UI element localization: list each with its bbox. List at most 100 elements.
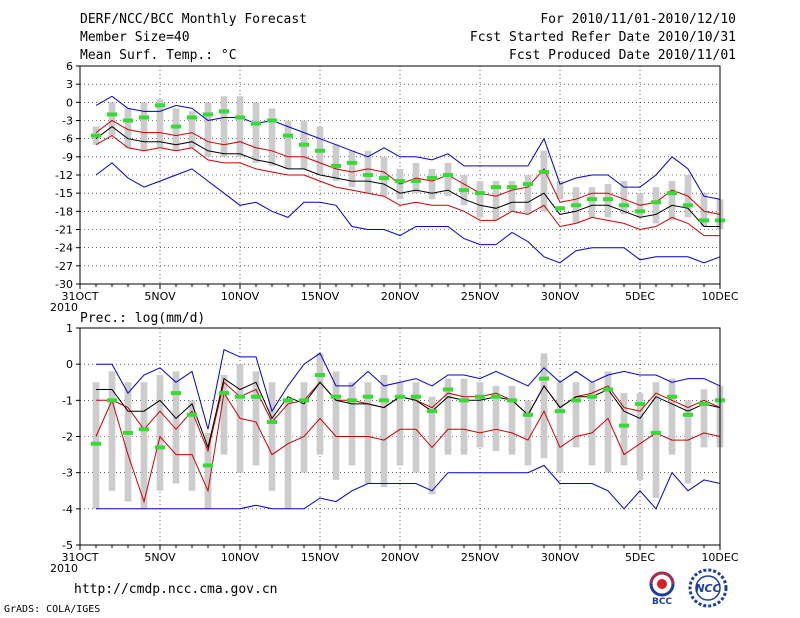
ensemble-box: [572, 382, 580, 448]
ensemble-box: [668, 378, 676, 455]
ensemble-box: [508, 385, 516, 455]
ensemble-box: [524, 400, 532, 466]
ensemble-box: [252, 371, 260, 466]
series-line-lower: [95, 135, 720, 237]
mean-marker: [331, 163, 341, 168]
ensemble-box: [508, 181, 516, 212]
ensemble-box: [268, 382, 276, 491]
mean-marker: [315, 148, 325, 153]
ensemble-box: [428, 396, 436, 495]
footer-url[interactable]: http://cmdp.ncc.cma.gov.cn: [74, 582, 278, 597]
mean-marker: [171, 391, 181, 396]
mean-marker: [379, 398, 389, 403]
mean-marker: [219, 391, 229, 396]
ensemble-box: [236, 96, 244, 157]
mean-marker: [683, 412, 693, 417]
ensemble-box: [604, 371, 612, 473]
mean-marker: [475, 191, 485, 196]
mean-marker: [683, 203, 693, 208]
mean-marker: [491, 394, 501, 399]
variable-label: Mean Surf. Temp.: °C: [80, 48, 237, 63]
mean-marker: [571, 203, 581, 208]
mean-marker: [299, 142, 309, 147]
ensemble-box: [188, 400, 196, 491]
mean-marker: [699, 218, 709, 223]
y-tick-label: 0: [66, 358, 73, 371]
mean-marker: [395, 394, 405, 399]
ensemble-box: [652, 187, 660, 224]
mean-marker: [347, 160, 357, 165]
mean-marker: [491, 185, 501, 190]
x-tick-label: 20NOV: [381, 551, 420, 564]
panel-title: Prec.: log(mm/d): [80, 311, 205, 326]
y-tick-label: -6: [62, 133, 73, 146]
mean-marker: [459, 188, 469, 193]
ensemble-box: [588, 187, 596, 218]
x-tick-label: 5DEC: [625, 551, 655, 564]
mean-marker: [667, 394, 677, 399]
mean-marker: [539, 376, 549, 381]
mean-marker: [155, 445, 165, 450]
mean-marker: [203, 112, 213, 117]
bcc-logo-text: BCC: [652, 597, 672, 606]
y-tick-label: -3: [62, 115, 73, 128]
ensemble-box: [140, 382, 148, 509]
x-tick-label: 15NOV: [301, 551, 340, 564]
x-tick-label: 30NOV: [541, 551, 580, 564]
ensemble-box: [300, 382, 308, 473]
mean-marker: [603, 197, 613, 202]
ensemble-box: [444, 162, 452, 197]
ensemble-box: [700, 389, 708, 448]
ensemble-box: [140, 102, 148, 151]
mean-marker: [187, 115, 197, 120]
ncc-logo-text: NCC: [695, 582, 720, 595]
y-tick-label: -2: [62, 431, 73, 444]
ensemble-box: [668, 181, 676, 221]
ensemble-box: [476, 382, 484, 448]
mean-marker: [411, 179, 421, 184]
mean-marker: [187, 412, 197, 417]
mean-marker: [443, 173, 453, 177]
ensemble-box: [620, 181, 628, 215]
mean-marker: [411, 394, 421, 399]
x-tick-label: 15NOV: [301, 290, 340, 303]
y-tick-label: 0: [66, 96, 73, 109]
ensemble-box: [172, 371, 180, 484]
forecast-period: For 2010/11/01-2010/12/10: [540, 12, 736, 27]
mean-marker: [251, 121, 261, 126]
mean-marker: [507, 185, 517, 190]
y-tick-label: -9: [62, 151, 73, 164]
mean-marker: [363, 394, 373, 399]
mean-marker: [235, 394, 245, 399]
x-tick-label: 5DEC: [625, 290, 655, 303]
mean-marker: [299, 398, 309, 403]
y-tick-label: -5: [62, 539, 73, 552]
ensemble-box: [156, 375, 164, 491]
mean-marker: [699, 401, 709, 406]
ensemble-box: [348, 150, 356, 188]
y-tick-label: -27: [55, 260, 73, 273]
ensemble-box: [124, 382, 132, 502]
mean-marker: [603, 387, 613, 392]
y-tick-label: -21: [55, 224, 73, 237]
grads-credit: GrADS: COLA/IGES: [4, 604, 101, 615]
mean-marker: [283, 398, 293, 403]
ensemble-box: [460, 378, 468, 455]
mean-marker: [235, 115, 245, 120]
x-year-label: 2010: [50, 301, 78, 314]
mean-marker: [219, 109, 229, 114]
ensemble-box: [188, 111, 196, 148]
ensemble-box: [412, 382, 420, 473]
x-tick-label: 10DEC: [701, 551, 738, 564]
mean-marker: [347, 398, 357, 403]
ensemble-box: [268, 108, 276, 166]
mean-marker: [251, 394, 261, 399]
mean-marker: [379, 176, 389, 181]
mean-marker: [267, 420, 277, 425]
x-tick-label: 10DEC: [701, 290, 738, 303]
mean-marker: [667, 191, 677, 196]
mean-marker: [203, 463, 213, 468]
mean-marker: [523, 412, 533, 417]
